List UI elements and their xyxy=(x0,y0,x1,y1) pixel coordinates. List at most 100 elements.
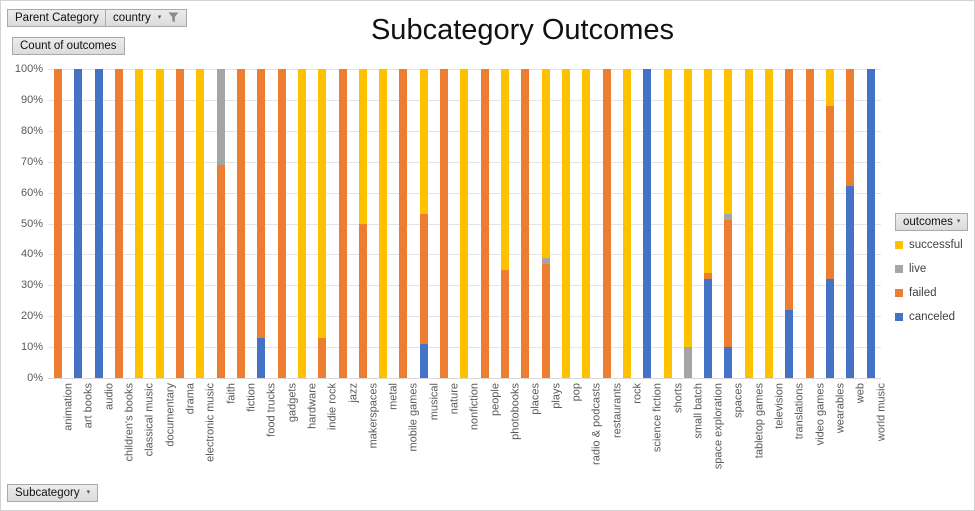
x-axis: animation art books audio children's books c… xyxy=(48,383,888,479)
legend-swatch-icon xyxy=(895,265,903,273)
stacked-bar xyxy=(419,69,428,378)
x-label-slot: makerspaces xyxy=(353,383,379,479)
country-filter-button[interactable]: country ▾ xyxy=(105,9,188,27)
bar-column xyxy=(556,69,576,378)
bar-column xyxy=(190,69,210,378)
bar-column xyxy=(576,69,596,378)
bar-column xyxy=(48,69,68,378)
stacked-bar xyxy=(683,69,692,378)
bar-segment-successful xyxy=(460,69,469,378)
bar-segment-live xyxy=(724,214,733,221)
bar-segment-failed xyxy=(846,69,855,187)
stacked-bar xyxy=(805,69,814,378)
x-label-slot: metal xyxy=(373,383,400,479)
legend-swatch-icon xyxy=(895,289,903,297)
bar-column xyxy=(495,69,515,378)
stacked-bar xyxy=(744,69,753,378)
country-filter-label: country xyxy=(113,11,151,24)
x-label-slot: television xyxy=(759,383,786,479)
bar-segment-canceled xyxy=(785,310,794,378)
x-label-slot: indie rock xyxy=(312,383,339,479)
bar-segment-successful xyxy=(541,69,550,258)
subcategory-field-button[interactable]: Subcategory ▾ xyxy=(7,484,99,502)
bar-segment-failed xyxy=(501,269,510,378)
x-label-slot: drama xyxy=(170,383,197,479)
x-label-slot: jazz xyxy=(332,383,359,479)
x-category-label: world music xyxy=(875,383,888,442)
bar-segment-successful xyxy=(724,69,733,215)
bar-segment-failed xyxy=(399,69,408,378)
bar-segment-successful xyxy=(297,69,306,378)
stacked-bar xyxy=(297,69,306,378)
bar-segment-successful xyxy=(135,69,144,378)
chart-legend: successful live failed canceled xyxy=(895,239,963,335)
x-label-slot: shorts xyxy=(657,383,684,479)
bar-segment-failed xyxy=(826,106,835,280)
chevron-down-icon: ▾ xyxy=(157,14,162,21)
x-label-slot: science fiction xyxy=(637,383,664,479)
stacked-bar xyxy=(866,69,875,378)
stacked-bar xyxy=(663,69,672,378)
y-tick-label: 70% xyxy=(20,155,43,168)
bar-column xyxy=(820,69,840,378)
stacked-bar xyxy=(765,69,774,378)
x-label-slot: tabletop games xyxy=(739,383,765,479)
bar-segment-successful xyxy=(379,69,388,378)
legend-item-successful: successful xyxy=(895,239,963,251)
bar-segment-failed xyxy=(176,69,185,378)
bar-column xyxy=(657,69,677,378)
bar-segment-failed xyxy=(338,69,347,378)
bar-column xyxy=(170,69,190,378)
legend-label: successful xyxy=(909,239,963,251)
stacked-bar xyxy=(379,69,388,378)
bars-container xyxy=(48,69,881,378)
x-label-slot: animation xyxy=(48,383,75,479)
y-tick-label: 30% xyxy=(20,279,43,292)
bar-segment-successful xyxy=(582,69,591,378)
bar-segment-successful xyxy=(318,69,327,338)
bar-segment-failed xyxy=(358,223,367,378)
bar-column xyxy=(393,69,413,378)
bar-segment-live xyxy=(683,347,692,378)
bar-segment-failed xyxy=(419,214,428,345)
count-of-outcomes-field-button[interactable]: Count of outcomes xyxy=(12,37,125,55)
y-tick-label: 40% xyxy=(20,248,43,261)
x-label-slot: restaurants xyxy=(596,383,623,479)
x-label-slot: electronic music xyxy=(190,383,217,479)
x-label-slot: musical xyxy=(414,383,440,479)
bar-column xyxy=(332,69,352,378)
bar-segment-successful xyxy=(704,69,713,273)
bar-column xyxy=(617,69,637,378)
bar-segment-successful xyxy=(358,69,367,224)
bar-column xyxy=(454,69,474,378)
stacked-bar xyxy=(622,69,631,378)
chart-title: Subcategory Outcomes xyxy=(370,14,675,46)
bar-segment-canceled xyxy=(846,186,855,378)
bar-column xyxy=(414,69,434,378)
x-label-slot: nature xyxy=(434,383,461,479)
stacked-bar xyxy=(196,69,205,378)
stacked-bar xyxy=(541,69,550,378)
bar-column xyxy=(251,69,271,378)
bar-column xyxy=(800,69,820,378)
bar-column xyxy=(373,69,393,378)
stacked-bar xyxy=(460,69,469,378)
bar-segment-successful xyxy=(561,69,570,378)
bar-segment-canceled xyxy=(724,347,733,378)
stacked-bar xyxy=(785,69,794,378)
stacked-bar xyxy=(155,69,164,378)
outcomes-legend-button[interactable]: outcomes ▾ xyxy=(895,213,968,231)
bar-segment-canceled xyxy=(643,69,652,378)
bar-column xyxy=(89,69,109,378)
bar-column xyxy=(353,69,373,378)
legend-label: canceled xyxy=(909,311,956,323)
bar-column xyxy=(515,69,535,378)
parent-category-field-button[interactable]: Parent Category ▾ xyxy=(7,9,118,27)
legend-swatch-icon xyxy=(895,241,903,249)
stacked-bar xyxy=(846,69,855,378)
stacked-bar xyxy=(135,69,144,378)
stacked-bar xyxy=(236,69,245,378)
y-tick-label: 10% xyxy=(20,341,43,354)
x-label-slot: places xyxy=(515,383,542,479)
bar-segment-canceled xyxy=(419,344,428,378)
